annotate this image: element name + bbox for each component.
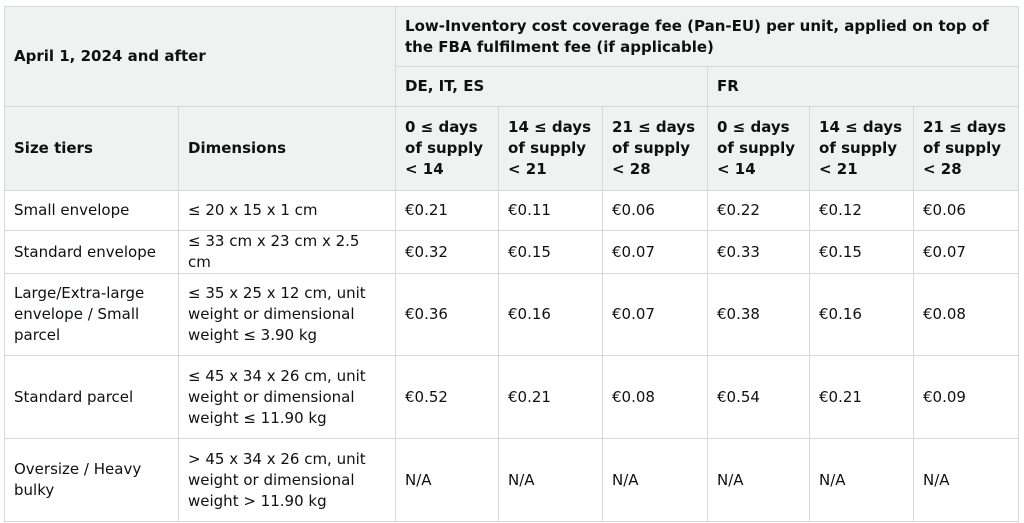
supply-range-header: 0 ≤ days of supply < 14 bbox=[707, 106, 811, 191]
fee-cell: €0.09 bbox=[913, 355, 1020, 439]
fee-cell: €0.06 bbox=[913, 190, 1020, 231]
fee-table: April 1, 2024 and after Low-Inventory co… bbox=[3, 6, 1020, 522]
size-tier-cell: Standard envelope bbox=[4, 230, 179, 274]
dimensions-cell: ≤ 45 x 34 x 26 cm, unit weight or dimens… bbox=[177, 355, 397, 439]
fee-cell: €0.16 bbox=[498, 273, 604, 356]
fee-header: Low-Inventory cost coverage fee (Pan-EU)… bbox=[395, 6, 1020, 67]
fee-cell: €0.52 bbox=[395, 355, 500, 439]
fee-cell: N/A bbox=[913, 438, 1020, 522]
fee-cell: €0.07 bbox=[913, 230, 1020, 274]
fee-cell: N/A bbox=[809, 438, 915, 522]
table-row: Standard envelope ≤ 33 cm x 23 cm x 2.5 … bbox=[4, 230, 1020, 274]
table-row: Large/Extra-large envelope / Small parce… bbox=[4, 273, 1020, 356]
fee-cell: €0.15 bbox=[498, 230, 604, 274]
size-tier-cell: Oversize / Heavy bulky bbox=[4, 438, 179, 522]
fee-cell: €0.54 bbox=[707, 355, 811, 439]
supply-range-header: 14 ≤ days of supply < 21 bbox=[498, 106, 604, 191]
fee-cell: N/A bbox=[602, 438, 709, 522]
dimensions-cell: ≤ 33 cm x 23 cm x 2.5 cm bbox=[177, 230, 397, 274]
size-tier-cell: Small envelope bbox=[4, 190, 179, 231]
dimensions-cell: ≤ 35 x 25 x 12 cm, unit weight or dimens… bbox=[177, 273, 397, 356]
fee-cell: N/A bbox=[395, 438, 500, 522]
table-row: Oversize / Heavy bulky > 45 x 34 x 26 cm… bbox=[4, 438, 1020, 522]
fee-cell: €0.12 bbox=[809, 190, 915, 231]
size-tier-cell: Large/Extra-large envelope / Small parce… bbox=[4, 273, 179, 356]
fee-cell: €0.15 bbox=[809, 230, 915, 274]
dimensions-cell: > 45 x 34 x 26 cm, unit weight or dimens… bbox=[177, 438, 397, 522]
fee-cell: €0.38 bbox=[707, 273, 811, 356]
fee-cell: €0.08 bbox=[913, 273, 1020, 356]
region-header-de-it-es: DE, IT, ES bbox=[395, 66, 709, 107]
dimensions-cell: ≤ 20 x 15 x 1 cm bbox=[177, 190, 397, 231]
supply-range-header: 21 ≤ days of supply < 28 bbox=[602, 106, 709, 191]
fee-cell: €0.16 bbox=[809, 273, 915, 356]
supply-range-header: 21 ≤ days of supply < 28 bbox=[913, 106, 1020, 191]
fee-cell: €0.11 bbox=[498, 190, 604, 231]
fee-cell: €0.22 bbox=[707, 190, 811, 231]
supply-range-header: 14 ≤ days of supply < 21 bbox=[809, 106, 915, 191]
fee-cell: €0.06 bbox=[602, 190, 709, 231]
fee-cell: €0.08 bbox=[602, 355, 709, 439]
fee-cell: N/A bbox=[707, 438, 811, 522]
supply-range-header: 0 ≤ days of supply < 14 bbox=[395, 106, 500, 191]
fee-cell: €0.33 bbox=[707, 230, 811, 274]
fee-cell: €0.32 bbox=[395, 230, 500, 274]
table-row: Small envelope ≤ 20 x 15 x 1 cm €0.21 €0… bbox=[4, 190, 1020, 231]
size-tiers-header: Size tiers bbox=[4, 106, 179, 191]
fee-cell: €0.07 bbox=[602, 273, 709, 356]
size-tier-cell: Standard parcel bbox=[4, 355, 179, 439]
date-header: April 1, 2024 and after bbox=[3, 6, 397, 107]
fee-cell: €0.36 bbox=[395, 273, 500, 356]
table-row: Standard parcel ≤ 45 x 34 x 26 cm, unit … bbox=[4, 355, 1020, 439]
fee-cell: €0.21 bbox=[395, 190, 500, 231]
fee-cell: €0.07 bbox=[602, 230, 709, 274]
fee-cell: €0.21 bbox=[498, 355, 604, 439]
dimensions-header: Dimensions bbox=[177, 106, 397, 191]
fee-cell: N/A bbox=[498, 438, 604, 522]
region-header-fr: FR bbox=[707, 66, 1020, 107]
fee-cell: €0.21 bbox=[809, 355, 915, 439]
